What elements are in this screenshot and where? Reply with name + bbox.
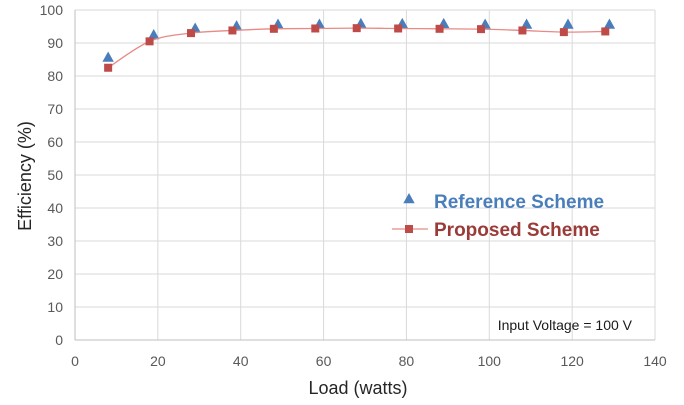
x-tick-label: 20 xyxy=(150,353,166,369)
reference-point xyxy=(102,51,114,62)
series-line-1 xyxy=(107,27,606,69)
x-tick-label: 40 xyxy=(233,353,249,369)
x-tick-label: 80 xyxy=(399,353,415,369)
proposed-point xyxy=(518,26,527,35)
y-tick-label: 40 xyxy=(47,200,63,216)
legend-item-proposed: Proposed Scheme xyxy=(392,220,600,241)
x-tick-label: 100 xyxy=(478,353,502,369)
proposed-point xyxy=(477,25,485,34)
legend-square-marker xyxy=(405,225,413,233)
x-tick-label: 0 xyxy=(71,353,79,369)
y-tick-label: 90 xyxy=(47,35,63,51)
y-axis-title: Efficiency (%) xyxy=(15,121,35,231)
y-tick-label: 80 xyxy=(47,68,63,84)
y-tick-labels: 0 10 20 30 40 50 60 70 80 90 100 xyxy=(40,2,64,348)
x-tick-label: 60 xyxy=(316,353,332,369)
y-tick-label: 50 xyxy=(47,167,63,183)
reference-point xyxy=(520,18,533,29)
reference-point xyxy=(603,18,616,29)
proposed-point xyxy=(352,24,361,33)
proposed-point xyxy=(145,37,154,46)
legend: Reference Scheme Proposed Scheme xyxy=(392,192,604,241)
input-voltage-annotation: Input Voltage = 100 V xyxy=(498,317,633,333)
legend-triangle-marker xyxy=(403,193,415,204)
x-tick-label: 140 xyxy=(643,353,667,369)
y-tick-label: 100 xyxy=(40,2,64,18)
proposed-point xyxy=(228,26,237,35)
legend-item-reference: Reference Scheme xyxy=(403,192,604,213)
y-tick-label: 0 xyxy=(55,332,63,348)
proposed-point xyxy=(394,24,403,33)
proposed-point xyxy=(559,28,568,37)
proposed-point xyxy=(311,24,320,33)
y-tick-label: 20 xyxy=(47,266,63,282)
proposed-point xyxy=(187,29,195,38)
legend-label-reference: Reference Scheme xyxy=(434,192,604,213)
proposed-point xyxy=(601,27,610,36)
y-tick-label: 70 xyxy=(47,101,63,117)
axis-layer xyxy=(74,10,655,341)
reference-point xyxy=(562,18,574,29)
proposed-point xyxy=(435,24,444,33)
x-tick-labels: 0 20 40 60 80 100 120 140 xyxy=(71,353,667,369)
y-tick-label: 60 xyxy=(47,134,63,150)
reference-point xyxy=(148,29,160,40)
proposed-point xyxy=(104,63,113,72)
x-tick-label: 120 xyxy=(560,353,584,369)
series-layer xyxy=(102,17,616,72)
y-tick-label: 30 xyxy=(47,233,63,249)
y-tick-label: 10 xyxy=(47,299,63,315)
grid-layer xyxy=(75,9,656,340)
proposed-point xyxy=(269,24,278,33)
x-axis-title: Load (watts) xyxy=(308,378,407,398)
legend-label-proposed: Proposed Scheme xyxy=(434,220,600,241)
